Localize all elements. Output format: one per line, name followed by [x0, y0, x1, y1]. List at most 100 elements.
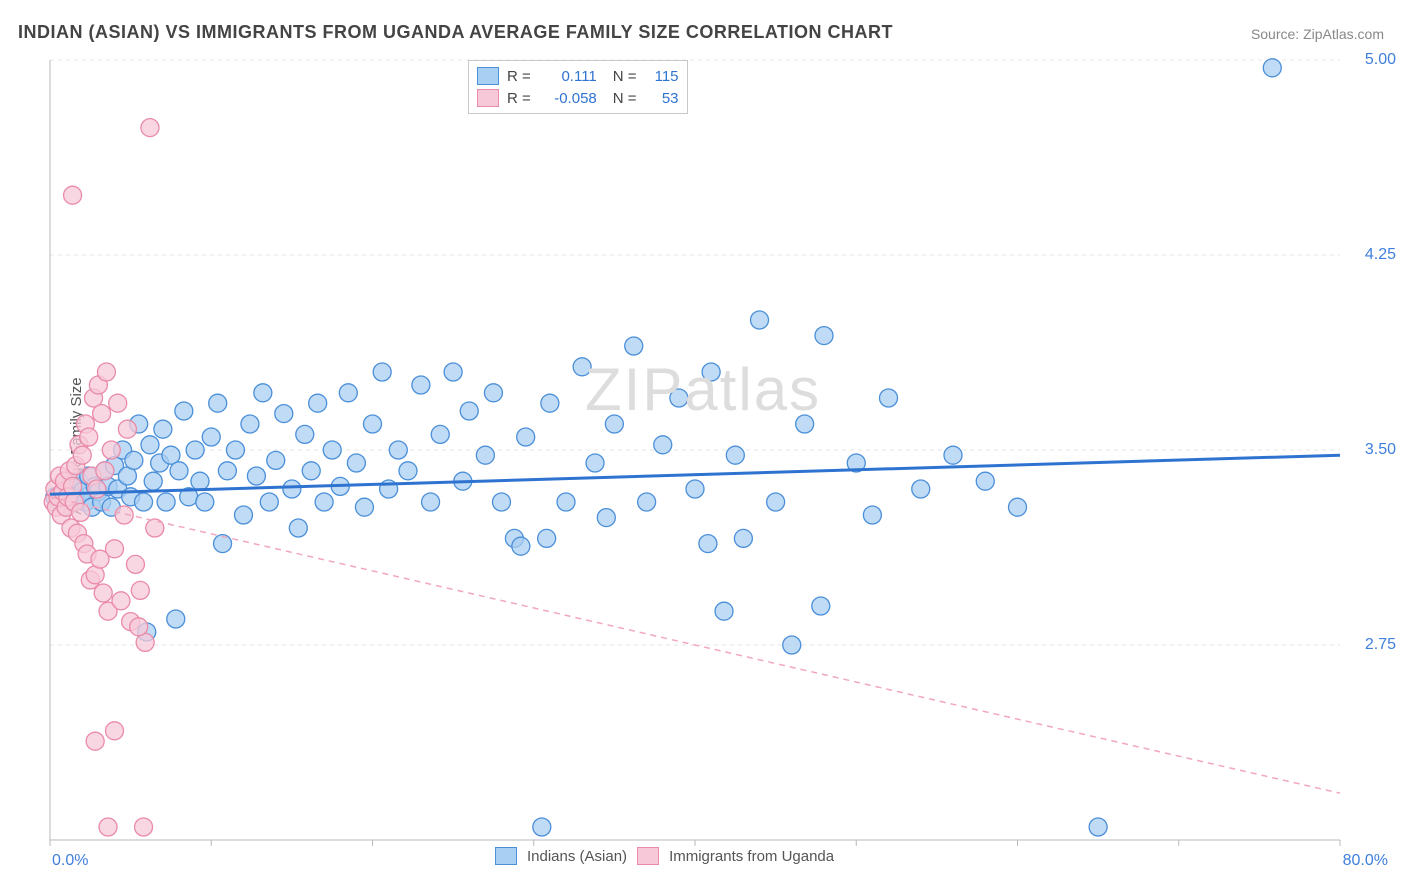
data-point: [715, 602, 733, 620]
data-point: [144, 472, 162, 490]
legend-row: R =-0.058N =53: [477, 87, 679, 109]
data-point: [399, 462, 417, 480]
data-point: [541, 394, 559, 412]
data-point: [751, 311, 769, 329]
data-point: [94, 584, 112, 602]
data-point: [86, 732, 104, 750]
data-point: [597, 509, 615, 527]
data-point: [96, 462, 114, 480]
data-point: [670, 389, 688, 407]
data-point: [267, 451, 285, 469]
data-point: [80, 428, 98, 446]
data-point: [533, 818, 551, 836]
data-point: [767, 493, 785, 511]
data-point: [355, 498, 373, 516]
data-point: [247, 467, 265, 485]
data-point: [460, 402, 478, 420]
data-point: [309, 394, 327, 412]
data-point: [1263, 59, 1281, 77]
data-point: [72, 503, 90, 521]
data-point: [422, 493, 440, 511]
legend-n-label: N =: [613, 68, 637, 85]
data-point: [976, 472, 994, 490]
data-point: [167, 610, 185, 628]
legend-row: R = 0.111 N = 115: [477, 65, 679, 87]
legend-swatch: [477, 67, 499, 85]
legend-r-value: 0.111: [539, 68, 597, 85]
data-point: [214, 535, 232, 553]
data-point: [315, 493, 333, 511]
data-point: [364, 415, 382, 433]
data-point: [186, 441, 204, 459]
data-point: [254, 384, 272, 402]
data-point: [196, 493, 214, 511]
data-point: [573, 358, 591, 376]
data-point: [202, 428, 220, 446]
y-axis-tick-label: 5.00: [1365, 51, 1396, 69]
data-point: [638, 493, 656, 511]
data-point: [880, 389, 898, 407]
legend-swatch: [495, 847, 517, 865]
data-point: [783, 636, 801, 654]
data-point: [493, 493, 511, 511]
data-point: [557, 493, 575, 511]
y-axis-tick-label: 3.50: [1365, 441, 1396, 459]
legend-n-value: 115: [645, 68, 679, 85]
data-point: [323, 441, 341, 459]
data-point: [944, 446, 962, 464]
data-point: [175, 402, 193, 420]
data-point: [106, 722, 124, 740]
data-point: [235, 506, 253, 524]
data-point: [135, 818, 153, 836]
legend-r-label: R =: [507, 90, 531, 107]
data-point: [93, 405, 111, 423]
data-point: [389, 441, 407, 459]
data-point: [226, 441, 244, 459]
data-point: [283, 480, 301, 498]
data-point: [97, 363, 115, 381]
data-point: [484, 384, 502, 402]
legend-r-value: -0.058: [539, 90, 597, 107]
data-point: [106, 540, 124, 558]
data-point: [289, 519, 307, 537]
data-point: [586, 454, 604, 472]
data-point: [112, 592, 130, 610]
y-axis-tick-label: 4.25: [1365, 246, 1396, 264]
legend-n-label: N =: [613, 90, 637, 107]
data-point: [275, 405, 293, 423]
legend-r-label: R =: [507, 68, 531, 85]
data-point: [191, 472, 209, 490]
data-point: [702, 363, 720, 381]
data-point: [1009, 498, 1027, 516]
data-point: [99, 818, 117, 836]
legend-swatch: [637, 847, 659, 865]
data-point: [131, 581, 149, 599]
data-point: [296, 425, 314, 443]
data-point: [88, 480, 106, 498]
data-point: [412, 376, 430, 394]
legend-swatch: [477, 89, 499, 107]
data-point: [1089, 818, 1107, 836]
data-point: [141, 119, 159, 137]
data-point: [517, 428, 535, 446]
data-point: [863, 506, 881, 524]
data-point: [109, 394, 127, 412]
data-point: [135, 493, 153, 511]
legend-series-label: Indians (Asian): [527, 848, 627, 865]
correlation-legend: R =0.111N =115R =-0.058N =53: [468, 60, 688, 114]
scatter-chart: [0, 0, 1406, 892]
data-point: [699, 535, 717, 553]
data-point: [686, 480, 704, 498]
legend-series-label: Immigrants from Uganda: [669, 848, 834, 865]
x-axis-tick-min: 0.0%: [52, 852, 88, 870]
data-point: [73, 446, 91, 464]
data-point: [444, 363, 462, 381]
data-point: [130, 618, 148, 636]
data-point: [796, 415, 814, 433]
data-point: [125, 451, 143, 469]
data-point: [154, 420, 172, 438]
data-point: [654, 436, 672, 454]
data-point: [912, 480, 930, 498]
data-point: [126, 555, 144, 573]
data-point: [512, 537, 530, 555]
